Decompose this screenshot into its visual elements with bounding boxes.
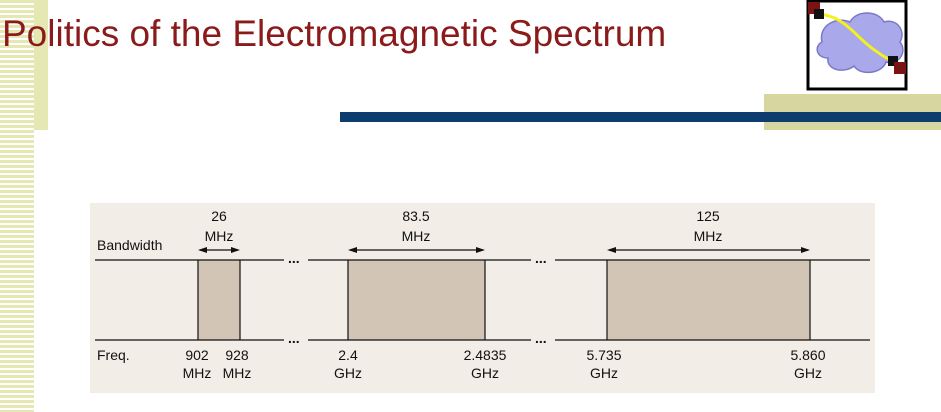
ellipsis-top-1: ... [288, 250, 300, 266]
band3-low-unit: GHz [590, 365, 618, 381]
band2-bandwidth-value: 83.5 [402, 208, 429, 224]
decorative-stripe-solid [34, 0, 48, 130]
band1-high-value: 928 [225, 347, 249, 363]
band3-bandwidth-value: 125 [696, 208, 720, 224]
freq-row-label: Freq. [97, 347, 130, 363]
accent-bar [340, 112, 941, 122]
band2-low-value: 2.4 [338, 347, 358, 363]
band2-high-value: 2.4835 [464, 347, 507, 363]
ellipsis-bottom-2: ... [535, 330, 547, 346]
band2-high-unit: GHz [471, 365, 499, 381]
network-cloud-logo-icon [790, 0, 908, 92]
band1-bandwidth-unit: MHz [205, 228, 234, 244]
bandwidth-row-label: Bandwidth [97, 237, 162, 253]
band1-bandwidth-value: 26 [211, 208, 227, 224]
band-fill-2 [348, 260, 485, 340]
band2-low-unit: GHz [334, 365, 362, 381]
spectrum-figure: Bandwidth Freq. ... ... ... ... 26 MHz 8… [90, 203, 875, 393]
slide-title: Politics of the Electromagnetic Spectrum [2, 13, 667, 54]
band3-high-value: 5.860 [790, 347, 825, 363]
band3-low-value: 5.735 [586, 347, 621, 363]
band-fill-1 [198, 260, 240, 340]
decorative-stripes [0, 0, 34, 412]
band1-low-unit: MHz [183, 365, 212, 381]
ellipsis-bottom-1: ... [288, 330, 300, 346]
band3-bandwidth-unit: MHz [694, 228, 723, 244]
band3-high-unit: GHz [794, 365, 822, 381]
band-fill-3 [607, 260, 810, 340]
band1-low-value: 902 [185, 347, 209, 363]
band2-bandwidth-unit: MHz [402, 228, 431, 244]
ellipsis-top-2: ... [535, 250, 547, 266]
band1-high-unit: MHz [223, 365, 252, 381]
